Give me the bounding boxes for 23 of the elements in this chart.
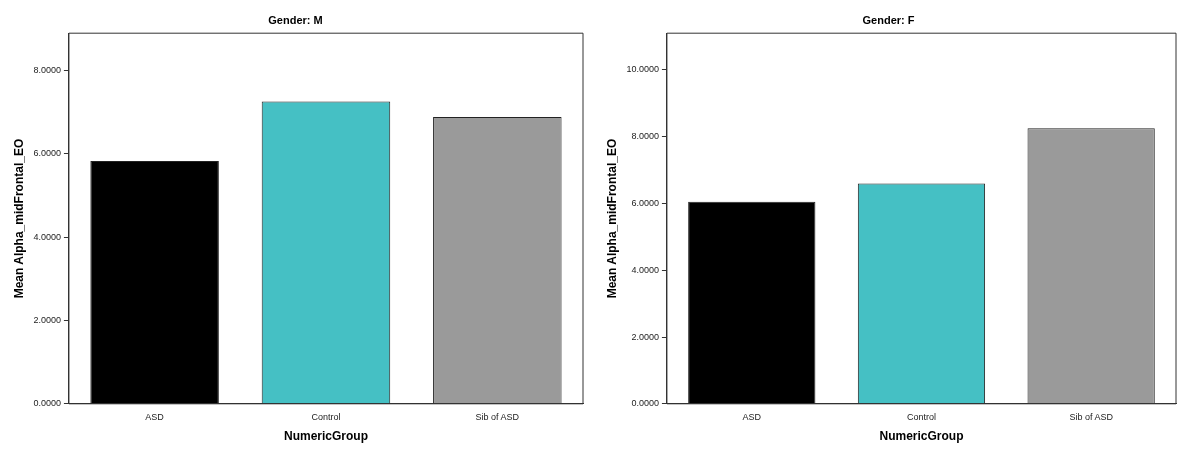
y-tick-label: 8.0000 (33, 65, 61, 76)
chart-title: Gender: M (268, 13, 323, 26)
y-tick-label: 10.0000 (626, 64, 659, 75)
x-tick-label: Sib of ASD (475, 411, 520, 422)
y-axis-title: Mean Alpha_midFrontal_EO (604, 138, 619, 299)
x-axis-title: NumericGroup (879, 429, 964, 444)
y-tick-label: 2.0000 (631, 331, 659, 342)
x-tick-label: Control (906, 411, 936, 422)
x-tick-label: ASD (742, 411, 762, 422)
y-tick-label: 6.0000 (631, 197, 659, 208)
y-tick-label: 4.0000 (631, 264, 659, 275)
y-tick-label: 4.0000 (33, 231, 61, 242)
x-tick-label: ASD (145, 411, 165, 422)
x-tick-label: Control (311, 411, 341, 422)
y-tick-label: 2.0000 (33, 315, 61, 325)
y-tick-label: 6.0000 (33, 148, 61, 159)
x-tick-label: Sib of ASD (1069, 411, 1114, 422)
x-axis-title: NumericGroup (283, 429, 368, 444)
y-tick-label: 0.0000 (33, 398, 61, 409)
y-axis-title: Mean Alpha_midFrontal_EO (11, 138, 26, 299)
chart-title: Gender: F (862, 13, 915, 26)
y-tick-label: 0.0000 (631, 398, 659, 409)
y-tick-label: 8.0000 (631, 131, 659, 142)
